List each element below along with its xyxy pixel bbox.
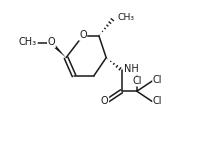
Text: NH: NH	[124, 64, 139, 74]
Text: O: O	[79, 30, 87, 40]
Text: O: O	[48, 37, 55, 47]
Text: O: O	[101, 96, 109, 106]
Text: CH₃: CH₃	[117, 13, 134, 22]
Text: CH₃: CH₃	[19, 37, 37, 47]
Polygon shape	[50, 42, 66, 58]
Text: Cl: Cl	[153, 75, 162, 85]
Text: Cl: Cl	[153, 96, 162, 106]
Text: Cl: Cl	[132, 76, 142, 86]
